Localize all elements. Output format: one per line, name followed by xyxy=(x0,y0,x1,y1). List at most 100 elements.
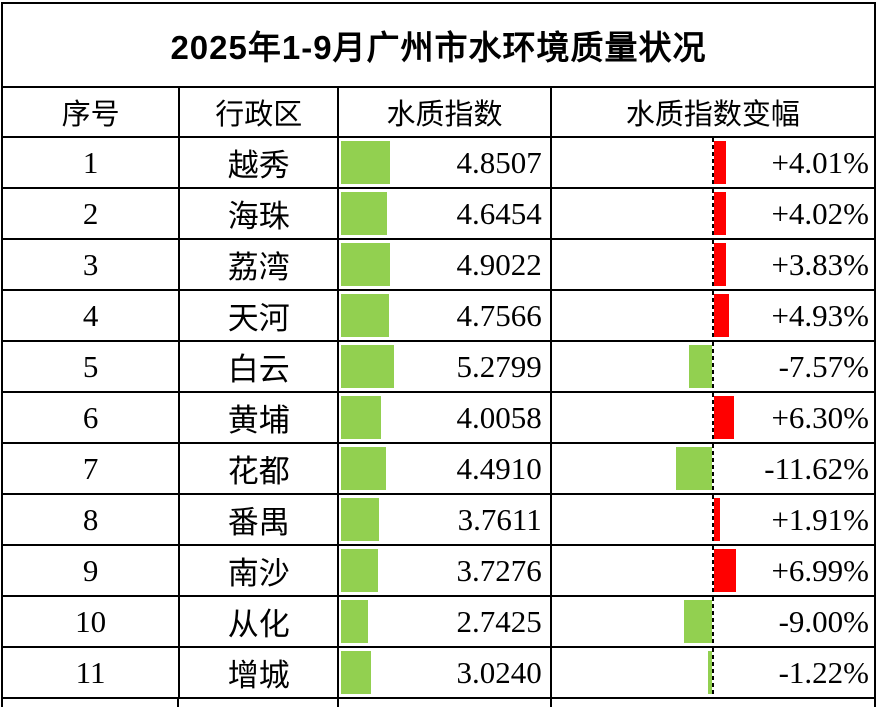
col-header-district: 行政区 xyxy=(178,86,340,138)
district-name: 增城 xyxy=(227,658,290,693)
wqi-data-bar xyxy=(341,396,382,439)
district-name: 白云 xyxy=(227,352,290,387)
row-index: 5 xyxy=(82,348,99,384)
title-row: 2025年1-9月广州市水环境质量状况 xyxy=(1,2,876,88)
change-data-bar xyxy=(713,549,736,592)
table-row: 6 黄埔 4.0058 +6.30% xyxy=(0,391,877,444)
change-data-bar xyxy=(713,396,734,439)
district-name: 天河 xyxy=(227,301,290,336)
wqi-data-bar xyxy=(341,498,380,541)
wqi-data-bar xyxy=(341,651,372,694)
change-data-bar xyxy=(713,243,726,286)
wqi-value: 4.0058 xyxy=(456,400,542,435)
wqi-data-bar xyxy=(341,192,388,235)
change-axis-dashed-line xyxy=(711,598,714,645)
wqi-data-bar xyxy=(341,549,379,592)
change-value: +3.83% xyxy=(771,247,869,282)
wqi-value: 3.7611 xyxy=(457,502,542,537)
change-axis-dashed-line xyxy=(711,445,714,492)
change-axis-dashed-line xyxy=(711,496,714,543)
wqi-value: 4.7566 xyxy=(456,298,542,333)
table-row: 2 海珠 4.6454 +4.02% xyxy=(0,187,877,240)
col-header-index: 序号 xyxy=(0,86,181,138)
wqi-value: 3.0240 xyxy=(456,655,542,690)
change-value: +4.93% xyxy=(771,298,869,333)
header-row: 序号 行政区 水质指数 水质指数变幅 xyxy=(0,86,877,138)
change-value: +6.30% xyxy=(771,400,869,435)
row-index: 11 xyxy=(75,654,106,690)
gridline-segment xyxy=(337,699,339,707)
change-axis-dashed-line xyxy=(711,292,714,339)
wqi-value: 5.2799 xyxy=(456,349,542,384)
change-data-bar xyxy=(713,498,720,541)
wqi-value: 3.7276 xyxy=(456,553,542,588)
page-title: 2025年1-9月广州市水环境质量状况 xyxy=(170,29,707,66)
change-data-bar xyxy=(688,345,712,388)
change-value: +4.02% xyxy=(771,196,869,231)
table-row: 9 南沙 3.7276 +6.99% xyxy=(0,544,877,597)
change-value: +6.99% xyxy=(771,553,869,588)
change-axis-dashed-line xyxy=(711,139,714,186)
change-value: +1.91% xyxy=(771,502,869,537)
row-index: 10 xyxy=(75,603,107,639)
change-value: -7.57% xyxy=(778,349,869,384)
table-row: 7 花都 4.4910 -11.62% xyxy=(0,442,877,495)
change-value: -1.22% xyxy=(778,655,869,690)
change-data-bar xyxy=(713,294,729,337)
col-header-change: 水质指数变幅 xyxy=(549,86,877,138)
district-name: 从化 xyxy=(227,607,290,642)
change-data-bar xyxy=(713,192,726,235)
row-index: 9 xyxy=(82,552,99,588)
table-row: 4 天河 4.7566 +4.93% xyxy=(0,289,877,342)
change-value: -11.62% xyxy=(764,451,869,486)
change-axis-dashed-line xyxy=(711,394,714,441)
gridline-segment xyxy=(1,699,3,707)
district-name: 海珠 xyxy=(227,199,290,234)
district-name: 番禺 xyxy=(227,505,290,540)
cropped-next-row-gridlines xyxy=(1,699,876,707)
district-name: 越秀 xyxy=(227,148,290,183)
change-data-bar xyxy=(707,651,712,694)
change-axis-dashed-line xyxy=(711,649,714,696)
change-value: +4.01% xyxy=(771,145,869,180)
change-axis-dashed-line xyxy=(711,241,714,288)
wqi-value: 4.9022 xyxy=(456,247,542,282)
wqi-value: 4.8507 xyxy=(456,145,542,180)
row-index: 3 xyxy=(82,246,99,282)
wqi-value: 4.4910 xyxy=(456,451,542,486)
wqi-data-bar xyxy=(341,243,391,286)
table-row: 5 白云 5.2799 -7.57% xyxy=(0,340,877,393)
change-axis-dashed-line xyxy=(711,547,714,594)
district-name: 黄埔 xyxy=(227,403,290,438)
wqi-data-bar xyxy=(341,141,391,184)
table-row: 10 从化 2.7425 -9.00% xyxy=(0,595,877,648)
change-axis-dashed-line xyxy=(711,190,714,237)
row-index: 7 xyxy=(82,450,99,486)
row-index: 4 xyxy=(82,297,99,333)
gridline-segment xyxy=(550,699,552,707)
gridline-segment xyxy=(874,699,876,707)
wqi-data-bar xyxy=(341,447,387,490)
wqi-data-bar xyxy=(341,294,390,337)
row-index: 1 xyxy=(82,144,99,180)
wqi-value: 4.6454 xyxy=(456,196,542,231)
change-axis-dashed-line xyxy=(711,343,714,390)
change-data-bar xyxy=(713,141,726,184)
row-index: 2 xyxy=(82,195,99,231)
wqi-data-bar xyxy=(341,345,395,388)
change-data-bar xyxy=(675,447,712,490)
district-name: 荔湾 xyxy=(227,250,290,285)
change-data-bar xyxy=(683,600,712,643)
wqi-data-bar xyxy=(341,600,369,643)
table-row: 1 越秀 4.8507 +4.01% xyxy=(0,136,877,189)
row-index: 6 xyxy=(82,399,99,435)
col-header-wqi: 水质指数 xyxy=(337,86,552,138)
row-index: 8 xyxy=(82,501,99,537)
change-value: -9.00% xyxy=(778,604,869,639)
wqi-value: 2.7425 xyxy=(456,604,542,639)
district-name: 花都 xyxy=(227,454,290,489)
table-row: 8 番禺 3.7611 +1.91% xyxy=(0,493,877,546)
table-row: 3 荔湾 4.9022 +3.83% xyxy=(0,238,877,291)
